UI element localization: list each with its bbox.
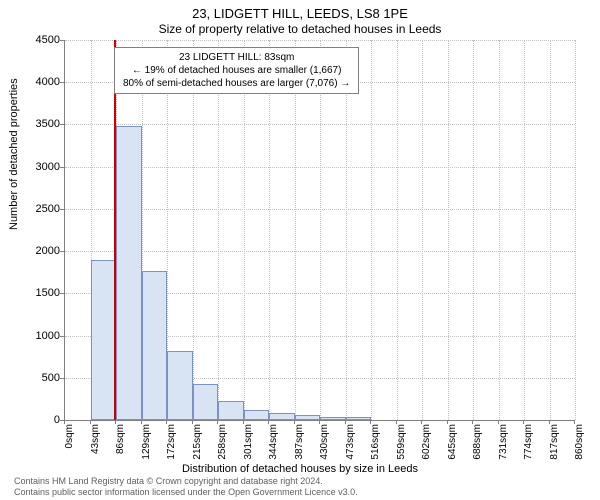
histogram-chart: 23, LIDGETT HILL, LEEDS, LS8 1PE Size of… — [0, 0, 600, 500]
y-tick-label: 3500 — [10, 118, 60, 130]
gridline-v — [320, 40, 321, 420]
histogram-bar — [91, 260, 117, 420]
y-tick-label: 2000 — [10, 245, 60, 257]
histogram-bar — [320, 417, 346, 420]
gridline-v — [295, 40, 296, 420]
y-tick-label: 3000 — [10, 161, 60, 173]
x-axis-label: Distribution of detached houses by size … — [0, 463, 600, 475]
gridline-v — [371, 40, 372, 420]
histogram-bar — [346, 417, 372, 420]
reference-line — [114, 40, 116, 420]
gridline-v — [422, 40, 423, 420]
gridline-v — [524, 40, 525, 420]
annotation-line-3: 80% of semi-detached houses are larger (… — [123, 77, 350, 90]
gridline-v — [244, 40, 245, 420]
gridline-v — [550, 40, 551, 420]
histogram-bar — [193, 384, 219, 420]
footer-line-1: Contains HM Land Registry data © Crown c… — [14, 476, 358, 487]
gridline-v — [473, 40, 474, 420]
histogram-bar — [167, 351, 193, 420]
chart-title: 23, LIDGETT HILL, LEEDS, LS8 1PE — [0, 0, 600, 21]
gridline-v — [397, 40, 398, 420]
annotation-line-1: 23 LIDGETT HILL: 83sqm — [123, 51, 350, 64]
histogram-bar — [269, 413, 295, 420]
histogram-bar — [295, 415, 321, 420]
y-tick-label: 4000 — [10, 76, 60, 88]
gridline-v — [499, 40, 500, 420]
gridline-v — [575, 40, 576, 420]
gridline-v — [346, 40, 347, 420]
histogram-bar — [142, 271, 168, 420]
footer-line-2: Contains public sector information licen… — [14, 487, 358, 498]
chart-subtitle: Size of property relative to detached ho… — [0, 21, 600, 36]
histogram-bar — [244, 410, 270, 420]
plot-area — [64, 40, 575, 421]
y-tick-label: 4500 — [10, 34, 60, 46]
annotation-box: 23 LIDGETT HILL: 83sqm ← 19% of detached… — [114, 47, 359, 94]
y-tick-label: 1000 — [10, 330, 60, 342]
gridline-v — [269, 40, 270, 420]
gridline-v — [193, 40, 194, 420]
gridline-v — [218, 40, 219, 420]
y-tick-label: 500 — [10, 372, 60, 384]
y-tick-label: 2500 — [10, 203, 60, 215]
footer: Contains HM Land Registry data © Crown c… — [14, 476, 358, 498]
y-tick-label: 0 — [10, 414, 60, 426]
y-tick-label: 1500 — [10, 287, 60, 299]
histogram-bar — [116, 126, 142, 420]
histogram-bar — [218, 401, 244, 420]
gridline-v — [448, 40, 449, 420]
annotation-line-2: ← 19% of detached houses are smaller (1,… — [123, 64, 350, 77]
